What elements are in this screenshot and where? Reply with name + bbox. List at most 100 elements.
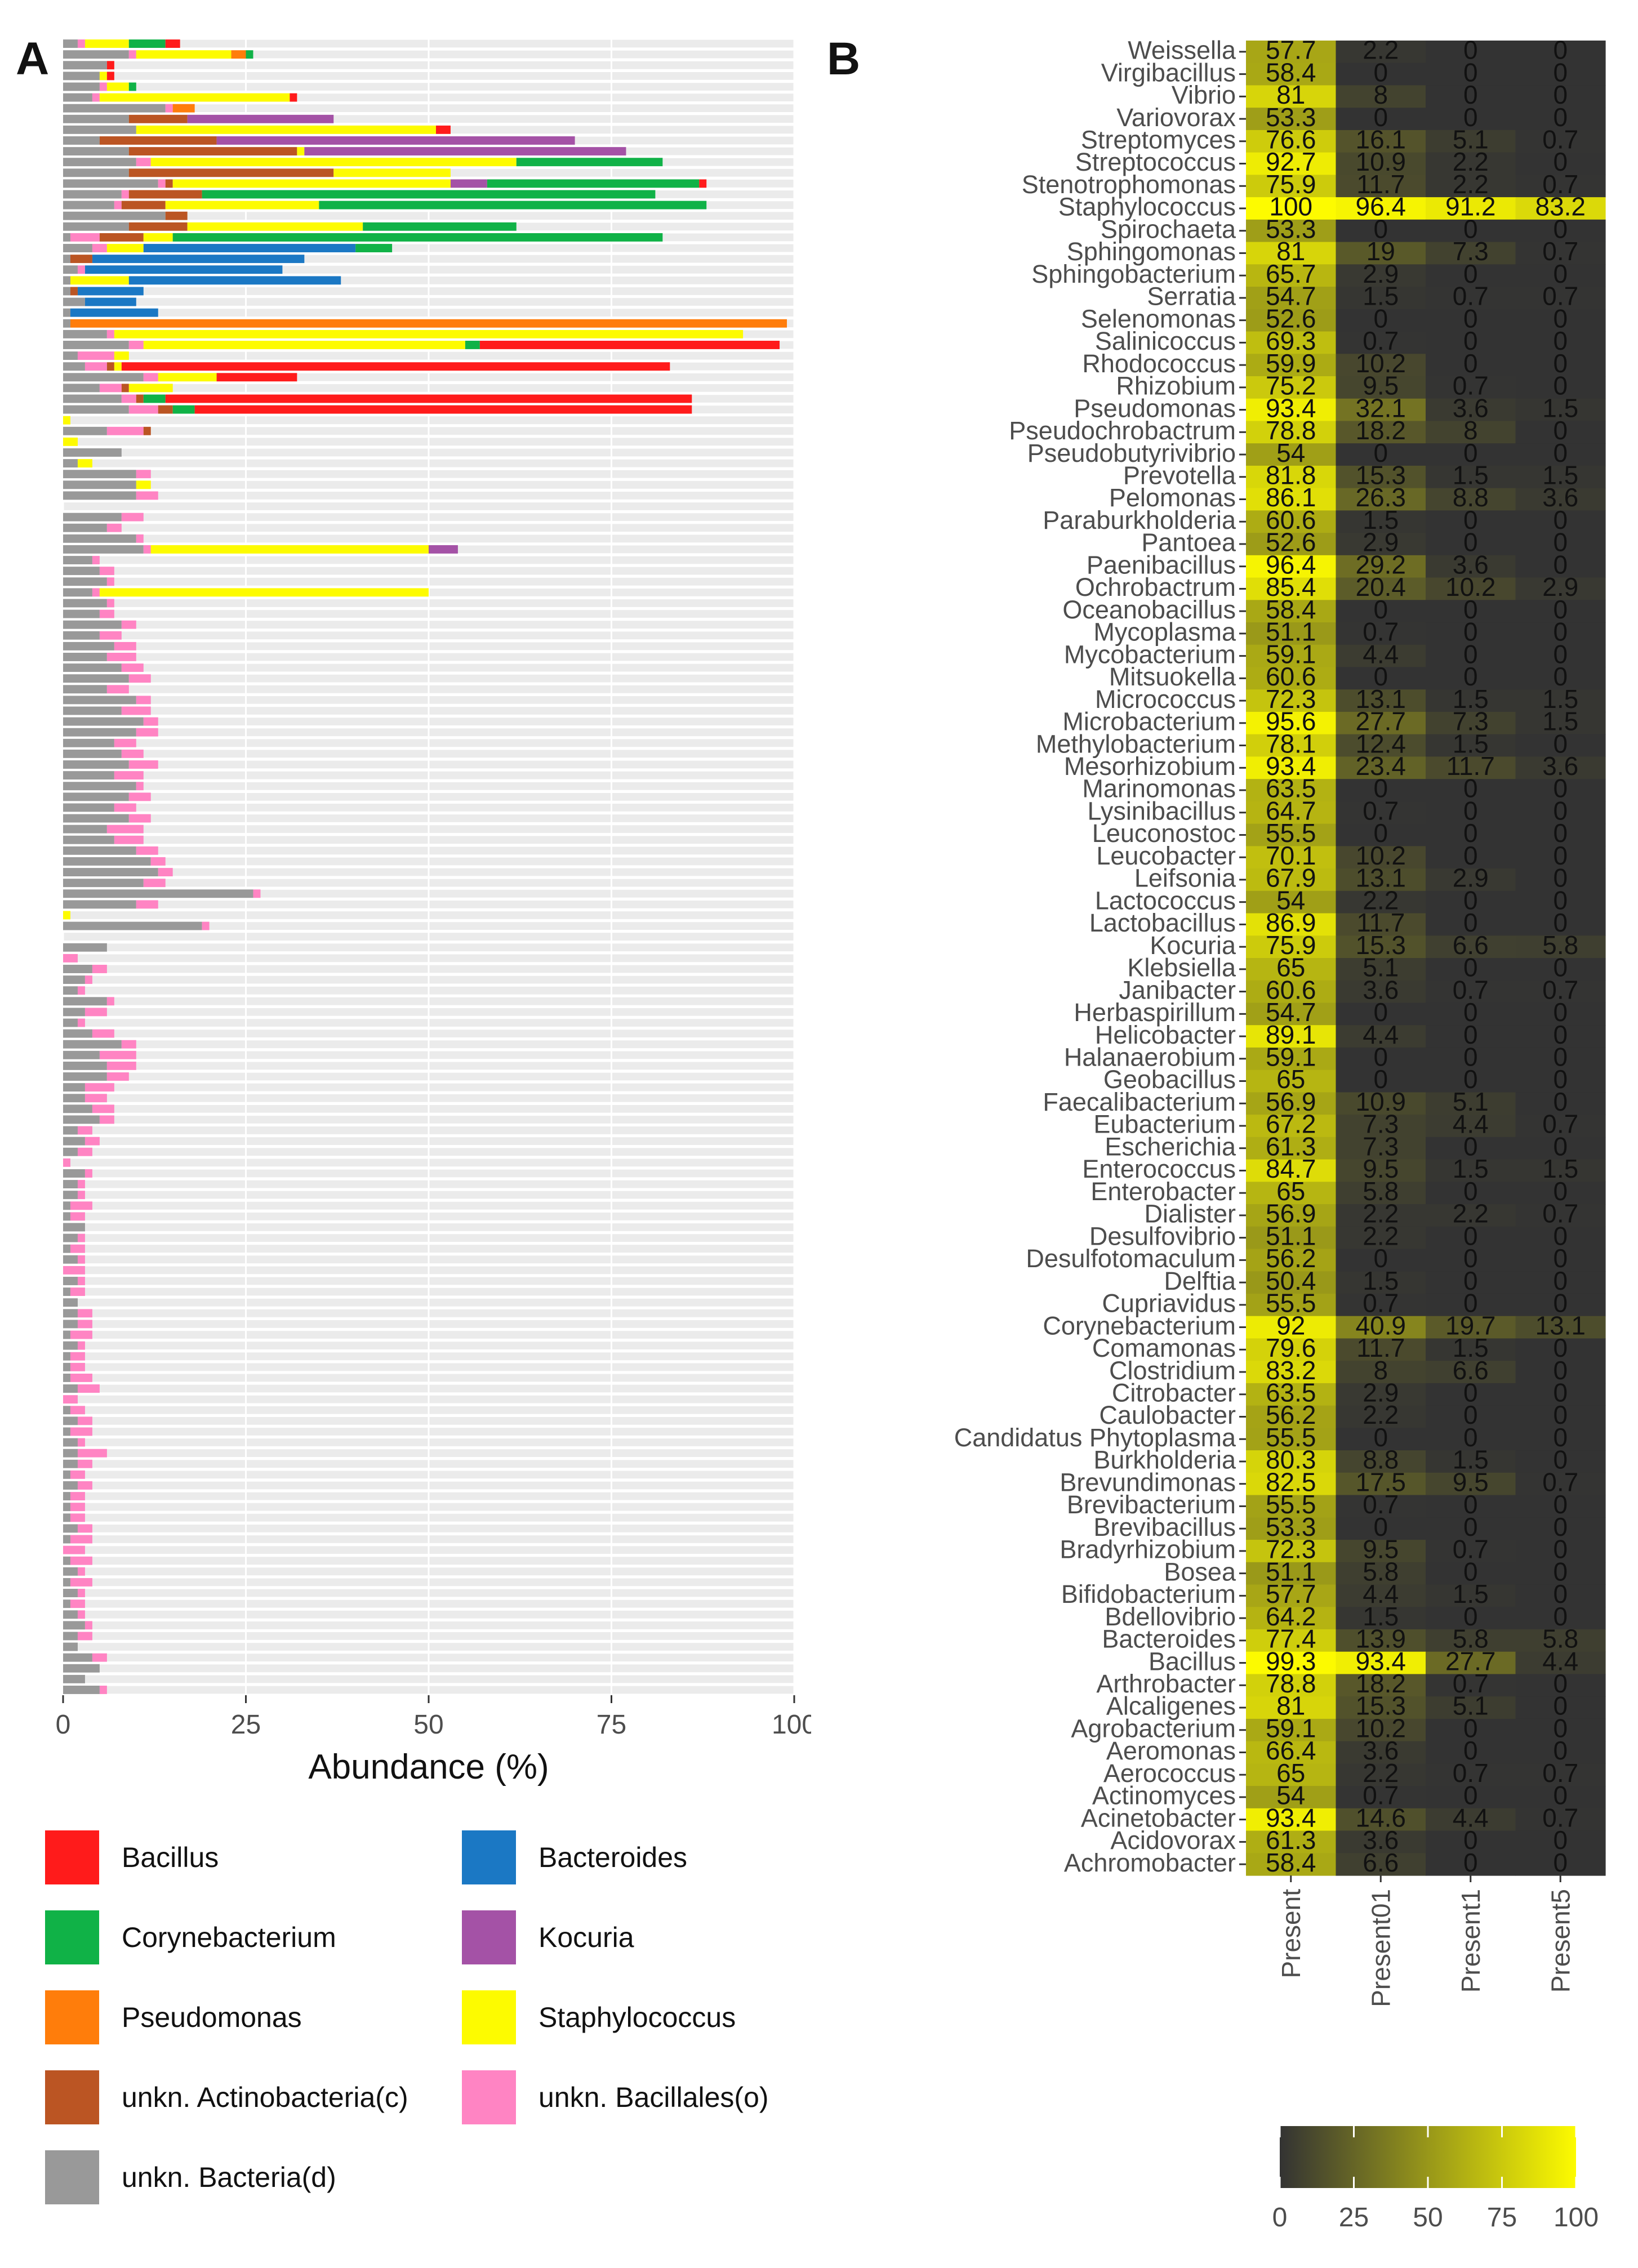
cell-value-label: 9.5 — [1363, 1154, 1399, 1183]
bar-segment-unkn-bacteria-d — [63, 545, 144, 554]
bar-segment-staphylococcus — [150, 545, 429, 554]
cell-value-label: 0 — [1553, 863, 1568, 893]
heatmap-cell — [1426, 667, 1516, 690]
heatmap-cell — [1246, 398, 1337, 422]
heatmap-cell — [1426, 1115, 1516, 1138]
cell-value-label: 29.2 — [1355, 550, 1406, 579]
cell-value-label: 0 — [1553, 639, 1568, 669]
bar-segment-unkn-bacteria-d — [63, 1277, 78, 1285]
cell-value-label: 51.1 — [1266, 1221, 1316, 1250]
bar-segment-unkn-bacillales-o — [128, 760, 158, 769]
cell-value-label: 59.1 — [1266, 1042, 1316, 1072]
row-label: Aerococcus — [1103, 1759, 1236, 1788]
heatmap-cell — [1336, 398, 1426, 422]
heatmap-cell — [1515, 1718, 1606, 1742]
heatmap-cell — [1426, 1338, 1516, 1361]
bar-segment-unkn-bacillales-o — [158, 179, 166, 188]
bar-segment-bacillus — [106, 61, 114, 70]
cell-value-label: 0 — [1463, 1289, 1478, 1318]
bar-segment-unkn-bacillales-o — [77, 1589, 85, 1597]
bar-segment-unkn-bacillales-o — [70, 1513, 85, 1522]
cell-value-label: 0 — [1553, 796, 1568, 825]
bar-segment-staphylococcus — [114, 362, 122, 371]
bar-segment-unkn-bacteria-d — [63, 975, 85, 984]
heatmap-cell — [1336, 242, 1426, 265]
bar-segment-unkn-bacteria-d — [63, 1298, 78, 1307]
heatmap-cell — [1336, 219, 1426, 243]
bar-segment-unkn-bacillales-o — [143, 879, 166, 888]
bar-segment-unkn-bacteria-d — [63, 1330, 70, 1339]
bar-segment-unkn-bacillales-o — [136, 491, 158, 500]
heatmap-cell — [1246, 510, 1337, 533]
bar-segment-unkn-bacteria-d — [63, 577, 107, 586]
cell-value-label: 2.9 — [1363, 1378, 1399, 1407]
heatmap-cell — [1246, 644, 1337, 668]
heatmap-cell — [1426, 644, 1516, 668]
bar-segment-unkn-bacteria-d — [63, 158, 136, 167]
cell-value-label: 0.7 — [1542, 282, 1578, 311]
bar-segment-unkn-bacteria-d — [63, 426, 107, 435]
row-label: Lactococcus — [1095, 886, 1236, 915]
heatmap-cell — [1426, 510, 1516, 533]
heatmap-cell — [1515, 1428, 1606, 1451]
heatmap-cell — [1515, 846, 1606, 869]
heatmap-cell — [1426, 1383, 1516, 1406]
heatmap-cell — [1336, 1495, 1426, 1518]
bar-segment-corynebacterium — [172, 405, 195, 414]
bar-segment-unkn-bacillales-o — [77, 1180, 85, 1189]
heatmap-cell — [1515, 1808, 1606, 1832]
heatmap-cell — [1426, 85, 1516, 108]
bar-segment-unkn-bacteria-d — [63, 857, 151, 866]
bar-segment-unkn-bacteria-d — [63, 200, 114, 210]
bar-segment-unkn-bacillales-o — [136, 696, 151, 705]
row-label: Paenibacillus — [1087, 550, 1236, 579]
bar-segment-kocuria — [187, 114, 334, 123]
bar-segment-unkn-bacillales-o — [92, 588, 100, 597]
heatmap-cell — [1426, 1808, 1516, 1832]
bar-segment-unkn-bacteria-d — [63, 1589, 78, 1597]
cell-value-label: 0 — [1463, 1400, 1478, 1429]
bar-segment-unkn-actinobacteria-c — [158, 405, 173, 414]
bar-segment-bacteroides — [77, 287, 144, 296]
bar-segment-unkn-bacteria-d — [63, 921, 202, 930]
bar-segment-unkn-bacteria-d — [63, 1416, 78, 1425]
cell-value-label: 18.2 — [1355, 416, 1406, 445]
bar-segment-unkn-bacteria-d — [63, 900, 136, 909]
heatmap-cell — [1515, 868, 1606, 892]
row-label: Mitsuokella — [1109, 662, 1236, 691]
bar-segment-unkn-bacillales-o — [106, 825, 144, 834]
bar-segment-unkn-bacteria-d — [63, 190, 122, 199]
cell-value-label: 15.3 — [1355, 930, 1406, 960]
cell-value-label: 82.5 — [1266, 1467, 1316, 1496]
cell-value-label: 56.9 — [1266, 1087, 1316, 1116]
bar-segment-unkn-bacteria-d — [63, 1621, 85, 1630]
heatmap-cell — [1515, 175, 1606, 198]
cell-value-label: 5.8 — [1363, 1177, 1399, 1206]
cell-value-label: 66.4 — [1266, 1736, 1316, 1765]
bar-segment-unkn-bacteria-d — [63, 835, 114, 844]
cell-value-label: 0 — [1553, 1445, 1568, 1474]
heatmap-cell — [1336, 1226, 1426, 1250]
cell-value-label: 3.6 — [1453, 393, 1489, 422]
heatmap-cell — [1246, 1361, 1337, 1384]
x-axis-title: Abundance (%) — [308, 1748, 549, 1786]
heatmap-cell — [1426, 1137, 1516, 1160]
bar-segment-unkn-bacillales-o — [77, 1233, 85, 1242]
heatmap-cell — [1336, 779, 1426, 802]
heatmap-cell — [1515, 1517, 1606, 1540]
cell-value-label: 0 — [1553, 841, 1568, 870]
heatmap-cell — [1515, 1182, 1606, 1205]
bar-segment-unkn-bacillales-o — [121, 706, 151, 715]
cell-value-label: 0 — [1373, 595, 1388, 624]
heatmap-cell — [1246, 331, 1337, 354]
heatmap-cell — [1515, 801, 1606, 825]
heatmap-cell — [1515, 980, 1606, 1004]
cell-value-label: 0.7 — [1542, 1758, 1578, 1788]
cell-value-label: 2.2 — [1363, 885, 1399, 915]
heatmap-cell — [1515, 533, 1606, 556]
bar-segment-unkn-bacillales-o — [77, 1524, 92, 1533]
bar-segment-unkn-bacillales-o — [99, 609, 114, 618]
legend-item: Corynebacterium — [45, 1910, 336, 1964]
legend-label: Kocuria — [538, 1922, 634, 1953]
heatmap-cell — [1426, 1696, 1516, 1719]
